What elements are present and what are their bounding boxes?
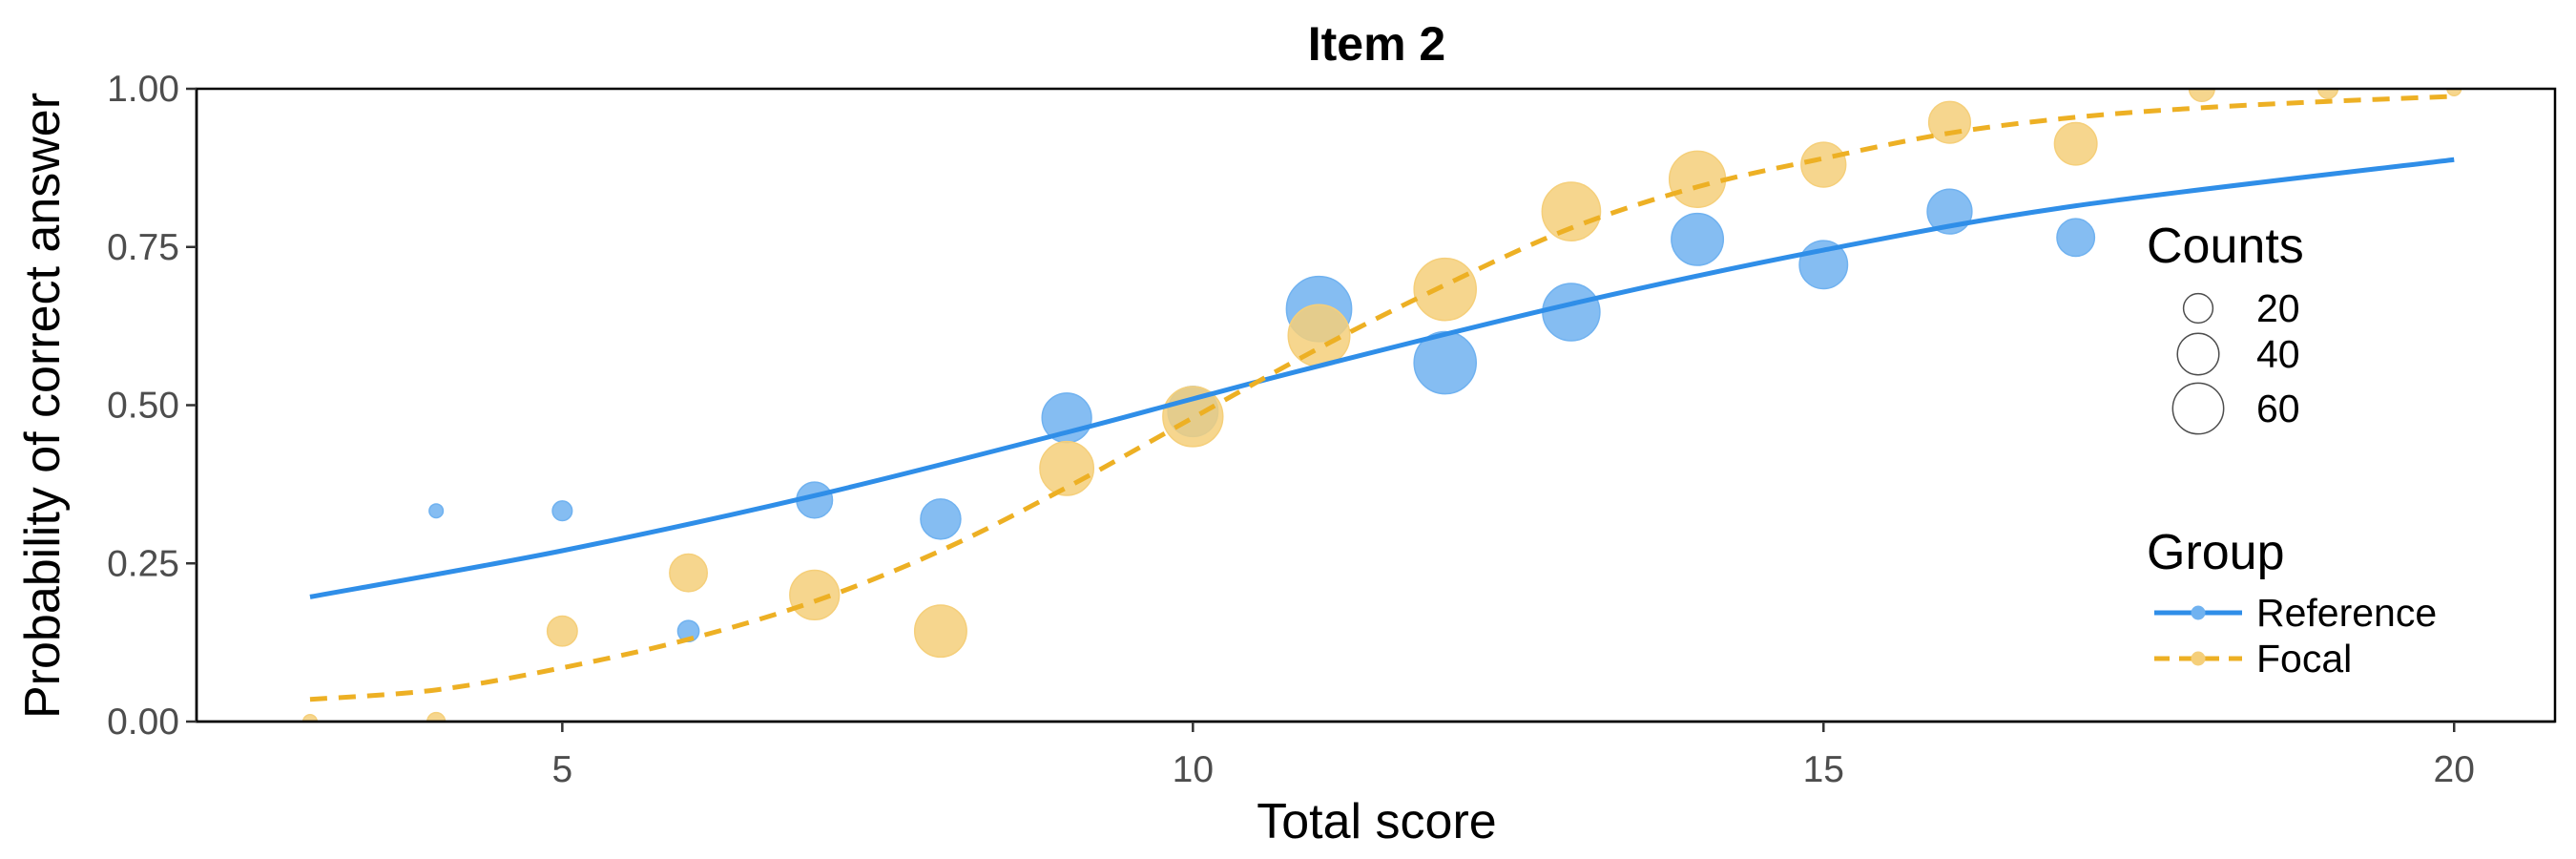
x-axis-title: Total score [1257,794,1496,849]
reference-legend-label: Reference [2256,591,2437,635]
counts-legend-key [2176,332,2220,376]
focal-point [1800,141,1847,188]
focal-legend-label: Focal [2256,637,2352,681]
y-tick-label: 0.00 [107,702,179,743]
focal-point [1287,304,1351,367]
reference-point [2056,218,2096,258]
focal-point [1927,100,1972,144]
focal-point [301,713,318,722]
x-axis: 5 10 15 20 [197,720,2555,790]
y-tick-label: 0.75 [107,227,179,268]
y-axis: 0.00 0.25 0.50 0.75 1.00 [107,69,198,743]
counts-legend-label: 40 [2256,332,2300,376]
focal-point [2317,89,2339,100]
x-tick-label: 10 [1173,749,1214,790]
focal-curve [309,94,2455,702]
counts-legend-key [2182,292,2214,325]
counts-legend-label: 20 [2256,286,2300,330]
curve-layer [309,94,2455,702]
x-tick-label: 15 [1803,749,1844,790]
reference-legend-point [2191,605,2206,620]
focal-point [1039,440,1095,496]
focal-point [669,553,709,593]
y-tick-label: 0.25 [107,543,179,584]
y-tick-label: 1.00 [107,69,179,110]
reference-point [1413,330,1477,395]
reference-point [920,498,962,540]
reference-point [428,503,445,519]
focal-point [426,711,447,722]
chart-title: Item 2 [1308,17,1446,71]
focal-point [546,615,578,647]
counts-legend-key [2171,382,2225,435]
counts-legend-title: Counts [2147,219,2304,274]
group-legend-title: Group [2147,525,2285,580]
reference-point [551,500,573,522]
y-axis-title: Probability of correct answer [15,93,71,719]
focal-point [1413,257,1477,322]
focal-point [1541,181,1602,241]
x-tick-label: 20 [2434,749,2475,790]
focal-legend-point [2191,651,2206,666]
focal-point [913,604,967,659]
focal-point [1668,150,1727,208]
reference-curve [309,157,2455,599]
focal-point [789,569,841,621]
plot-area [195,87,2557,723]
reference-point [1671,212,1725,266]
x-tick-label: 5 [552,749,573,790]
y-tick-label: 0.50 [107,386,179,427]
focal-point [2053,121,2098,166]
reference-point [1542,283,1601,342]
counts-legend-label: 60 [2256,387,2300,430]
